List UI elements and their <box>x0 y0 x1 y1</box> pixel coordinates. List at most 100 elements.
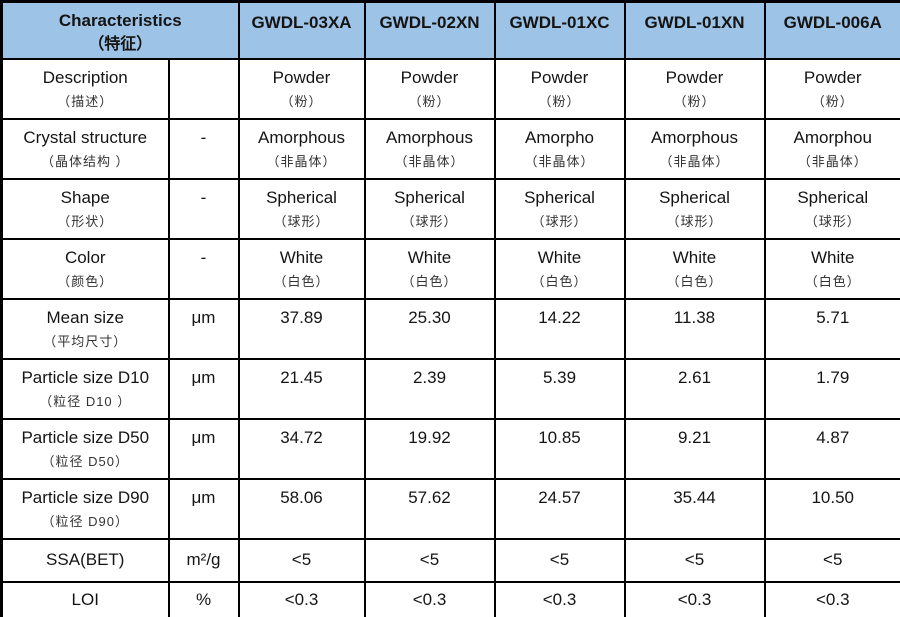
cell-value: <0.3 <box>237 580 366 617</box>
value-cn: （白色） <box>531 273 588 289</box>
cell-value: White （白色） <box>363 237 496 300</box>
value-en: 19.92 <box>408 427 451 447</box>
cell-value: <5 <box>493 537 626 583</box>
row-label-en: Crystal structure <box>23 127 148 147</box>
value-en: Spherical <box>266 187 337 207</box>
value-cn: （球形） <box>804 213 861 229</box>
row-unit: μm <box>167 297 240 360</box>
cell-value: <5 <box>363 537 496 583</box>
cell-value: 11.38 <box>623 297 766 360</box>
value-en: <5 <box>823 550 843 569</box>
row-label-en: Description <box>42 67 128 87</box>
model-name: GWDL-01XN <box>644 13 745 32</box>
value-cn: （白色） <box>804 273 861 289</box>
cell-value: 25.30 <box>363 297 496 360</box>
value-cn: （白色） <box>666 273 723 289</box>
value-en: Spherical <box>394 187 465 207</box>
value-cn: （白色） <box>273 273 330 289</box>
cell-value: 4.87 <box>763 417 900 480</box>
unit-text: m²/g <box>186 550 221 569</box>
cell-value: Amorphous （非晶体） <box>363 117 496 180</box>
header-model-gwdl-02xn: GWDL-02XN <box>363 0 496 60</box>
row-label: Mean size （平均尺寸） <box>0 297 170 360</box>
cell-value: <0.3 <box>763 580 900 617</box>
cell-value: Amorphous （非晶体） <box>623 117 766 180</box>
value-cn: （粉） <box>811 93 854 109</box>
header-characteristics: Characteristics （特征） <box>0 0 240 60</box>
row-unit <box>167 57 240 120</box>
cell-value: <0.3 <box>363 580 496 617</box>
header-model-gwdl-01xc: GWDL-01XC <box>493 0 626 60</box>
value-en: White <box>811 247 855 267</box>
value-cn: （球形） <box>401 213 458 229</box>
row-label: Particle size D10 （粒径 D10 ） <box>0 357 170 420</box>
value-en: Amorphous <box>258 127 345 147</box>
row-unit: μm <box>167 357 240 420</box>
value-en: <5 <box>549 550 570 569</box>
row-crystal-structure: Crystal structure （晶体结构 ） - Amorphous （非晶… <box>0 117 900 180</box>
cell-value: 5.71 <box>763 297 900 360</box>
row-description: Description （描述） Powder （粉） Powder （粉） Pow… <box>0 57 900 120</box>
value-en: <0.3 <box>542 589 577 609</box>
model-name: GWDL-01XC <box>509 13 610 32</box>
value-en: 1.79 <box>816 367 850 387</box>
cell-value: Amorpho （非晶体） <box>493 117 626 180</box>
cell-value: 19.92 <box>363 417 496 480</box>
value-cn: （粉） <box>408 93 451 109</box>
value-cn: （球形） <box>531 213 588 229</box>
unit-text: % <box>195 589 212 609</box>
cell-value: 57.62 <box>363 477 496 540</box>
value-en: 58.06 <box>280 487 323 507</box>
row-label-en: Particle size D10 <box>21 367 150 387</box>
row-unit: μm <box>167 477 240 540</box>
row-label-cn: （粒径 D10 ） <box>39 393 132 409</box>
value-en: <0.3 <box>284 589 319 609</box>
value-en: 9.21 <box>677 427 712 447</box>
cell-value: Spherical （球形） <box>623 177 766 240</box>
cell-value: <0.3 <box>623 580 766 617</box>
cell-value: Powder （粉） <box>363 57 496 120</box>
value-en: 34.72 <box>280 427 323 447</box>
header-title: Characteristics <box>58 11 182 30</box>
value-cn: （非晶体） <box>524 153 595 169</box>
value-en: <5 <box>419 550 440 569</box>
unit-text <box>171 61 237 65</box>
table-header-row: Characteristics （特征） GWDL-03XA GWDL-02XN… <box>0 0 900 60</box>
value-cn: （粉） <box>673 93 716 109</box>
value-en: Spherical <box>524 187 595 207</box>
cell-value: 21.45 <box>237 357 366 420</box>
value-en: <5 <box>291 550 312 569</box>
cell-value: 9.21 <box>623 417 766 480</box>
cell-value: Spherical （球形） <box>493 177 626 240</box>
cell-value: White （白色） <box>237 237 366 300</box>
value-en: White <box>407 247 452 267</box>
unit-text: μm <box>191 307 216 327</box>
cell-value: 35.44 <box>623 477 766 540</box>
value-en: Powder <box>803 67 862 87</box>
cell-value: 2.61 <box>623 357 766 420</box>
row-label-cn: （平均尺寸） <box>43 333 128 349</box>
value-en: 14.22 <box>538 307 581 327</box>
header-model-gwdl-01xn: GWDL-01XN <box>623 0 766 60</box>
value-cn: （白色） <box>401 273 458 289</box>
value-cn: （球形） <box>666 213 723 229</box>
row-label-cn: （颜色） <box>57 273 114 289</box>
value-en: 5.71 <box>816 307 850 327</box>
value-cn: （粉） <box>280 93 323 109</box>
value-en: White <box>279 247 324 267</box>
row-label-en: Particle size D90 <box>21 487 150 507</box>
cell-value: White （白色） <box>493 237 626 300</box>
value-en: 10.85 <box>538 427 581 447</box>
cell-value: 37.89 <box>237 297 366 360</box>
row-ssa-bet: SSA(BET) m²/g <5 <5 <5 <5 <5 <box>0 537 900 583</box>
cell-value: 1.79 <box>763 357 900 420</box>
row-particle-size-d50: Particle size D50 （粒径 D50） μm 34.72 19.9… <box>0 417 900 480</box>
row-particle-size-d10: Particle size D10 （粒径 D10 ） μm 21.45 2.3… <box>0 357 900 420</box>
cell-value: Powder （粉） <box>493 57 626 120</box>
value-en: 24.57 <box>538 487 581 507</box>
header-title-cn: （特征） <box>88 36 153 53</box>
cell-value: Powder （粉） <box>237 57 366 120</box>
cell-value: Powder （粉） <box>623 57 766 120</box>
row-label-cn: （晶体结构 ） <box>40 153 130 169</box>
